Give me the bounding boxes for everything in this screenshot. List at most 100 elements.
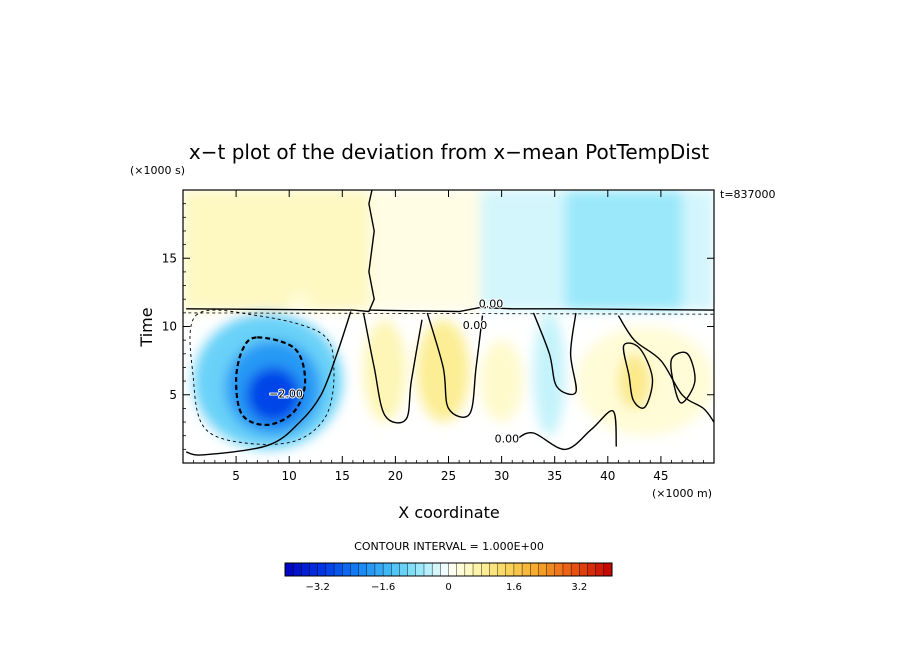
contour-label-3: −2.00 [269,387,303,400]
y-axis-ticks: 5 10 15 [162,203,714,450]
colorbar [284,562,613,577]
x-tick-label: 15 [335,469,350,483]
colorbar-swatch [399,562,409,577]
zero-contour-band [362,312,423,424]
pos-one-contour-right [622,342,654,409]
colorbar-swatch [554,562,564,577]
zero-contour-right [532,312,578,396]
time-annotation: t=837000 [720,188,776,201]
x-axis-ticks: 5 10 15 20 25 30 35 40 45 [193,190,704,483]
region-11 [480,340,523,423]
colorbar-swatch [579,562,588,577]
color-regions [183,190,714,450]
colorbar-swatch [513,562,523,577]
region-9 [363,319,407,423]
zero-contour-front-2 [368,306,714,313]
colorbar-tick-label: 0 [445,582,451,593]
colorbar-swatch [292,562,302,577]
region-fill-group [183,190,714,450]
colorbar-tick-labels: −3.2 −1.6 0 1.6 3.2 [306,582,588,593]
colorbar-swatch [570,562,580,577]
front-dashed-contour [188,312,714,315]
colorbar-swatch [382,562,392,577]
y-axis-label: Time [137,307,156,347]
colorbar-swatch [391,562,400,577]
y-tick-label: 15 [162,251,177,265]
colorbar-swatch [309,562,319,577]
colorbar-swatch [562,562,572,577]
colorbar-swatch [456,562,466,577]
region-8 [246,367,300,423]
colorbar-swatch [530,562,539,577]
x-tick-label: 20 [388,469,403,483]
colorbar-swatch [464,562,474,577]
x-tick-label: 35 [547,469,562,483]
colorbar-swatch [431,562,441,577]
colorbar-swatch [317,562,327,577]
colorbar-swatch [423,562,433,577]
x-tick-label: 5 [232,469,240,483]
region-14 [533,312,566,436]
contour-interval-note: CONTOUR INTERVAL = 1.000E+00 [354,540,544,553]
region-5 [682,190,714,311]
colorbar-swatch [284,562,294,577]
colorbar-swatch [407,562,417,577]
y-tick-label: 5 [169,388,177,402]
contour-lines [186,190,714,456]
contour-label-0: 0.00 [479,297,504,310]
region-2 [368,190,481,311]
zero-contour-left [186,311,352,456]
colorbar-swatch [358,562,368,577]
colorbar-tick-label: −1.6 [371,582,395,593]
contour-label-2: 0.00 [495,433,520,446]
colorbar-swatch [350,562,360,577]
colorbar-swatch [481,562,490,577]
colorbar-swatch [374,562,384,577]
x-unit-label: (×1000 m) [652,487,712,500]
y-unit-label: (×1000 s) [130,164,185,177]
colorbar-frame [284,562,613,577]
colorbar-swatch [538,562,548,577]
region-3 [480,190,566,311]
colorbar-swatch [595,562,605,577]
zero-contour-band-2 [426,312,484,418]
colorbar-swatch [342,562,351,577]
colorbar-swatch [301,562,311,577]
pos-one-contour-right-2 [670,351,696,404]
region-13 [618,353,651,409]
x-tick-label: 40 [600,469,615,483]
x-tick-label: 45 [653,469,668,483]
zero-contour-front [186,190,375,313]
x-tick-label: 30 [494,469,509,483]
region-1 [289,292,311,311]
contour-label-group: 0.00 0.00 0.00 −2.00 [268,296,520,446]
colorbar-tick-label: 3.2 [571,582,587,593]
colorbar-swatch [472,562,482,577]
colorbar-swatch [448,562,458,577]
colorbar-swatch [497,562,507,577]
colorbar-swatch [603,562,613,577]
colorbar-swatch [325,562,335,577]
colorbar-swatch [415,562,425,577]
x-axis-label: X coordinate [398,503,499,522]
y-tick-label: 10 [162,320,177,334]
colorbar-swatch [489,562,499,577]
colorbar-swatch [521,562,531,577]
x-tick-label: 25 [441,469,456,483]
colorbar-tick-label: −3.2 [306,582,330,593]
colorbar-swatch [546,562,556,577]
colorbar-tick-label: 1.6 [506,582,522,593]
colorbar-swatch [440,562,450,577]
contour-label-1: 0.00 [463,319,488,332]
x-tick-label: 10 [282,469,297,483]
colorbar-swatch [333,562,343,577]
neg-one-contour [189,309,335,445]
colorbar-swatch [505,562,515,577]
region-0 [183,190,369,311]
colorbar-swatch [587,562,597,577]
zero-contour-lower [517,410,617,451]
chart-title: x−t plot of the deviation from x−mean Po… [189,140,709,164]
plot-area: 0.00 0.00 0.00 −2.00 5 10 15 20 25 30 35 40 45 5 10 1… [162,189,715,483]
neg-two-contour [234,336,307,426]
